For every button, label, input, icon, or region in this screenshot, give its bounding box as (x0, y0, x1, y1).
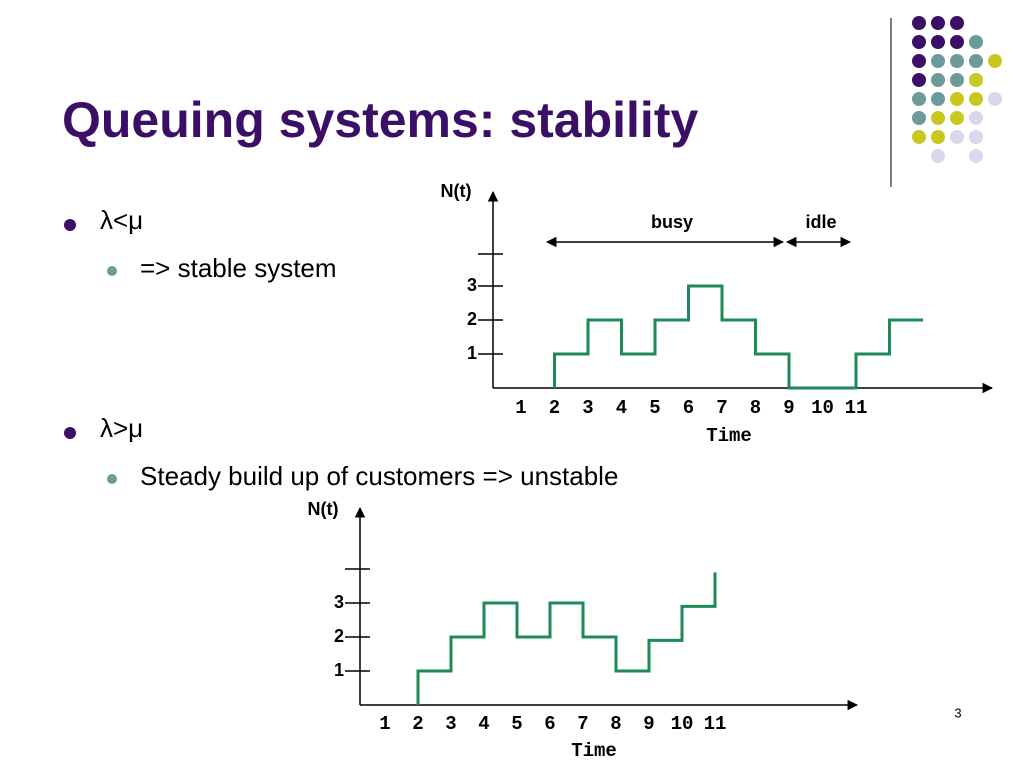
y-tick-label: 2 (467, 309, 477, 329)
dot (912, 35, 926, 49)
bullet: λ<μ (100, 205, 143, 235)
dot (931, 54, 945, 68)
step-line (553, 284, 923, 390)
dot (931, 16, 945, 30)
dot (969, 149, 983, 163)
annotation: busy (651, 212, 693, 232)
y-tick-label: 1 (467, 343, 477, 363)
dot (931, 130, 945, 144)
dot (912, 130, 926, 144)
dot (950, 54, 964, 68)
y-tick-label: 3 (467, 275, 477, 295)
x-axis-label: Time (706, 425, 752, 447)
dot (912, 92, 926, 106)
annotation: idle (805, 212, 836, 232)
x-tick-label: 2 (549, 397, 560, 419)
dot (950, 111, 964, 125)
x-tick-label: 10 (671, 713, 694, 735)
dot (950, 35, 964, 49)
dot (931, 73, 945, 87)
y-tick-label: 2 (334, 626, 344, 646)
dot (969, 54, 983, 68)
x-tick-label: 4 (616, 397, 627, 419)
dot (912, 73, 926, 87)
x-tick-label: 5 (511, 713, 522, 735)
x-tick-label: 11 (845, 397, 868, 419)
dot (950, 16, 964, 30)
y-axis-label: N(t) (308, 499, 339, 519)
dot (931, 149, 945, 163)
dot (969, 111, 983, 125)
dot (969, 73, 983, 87)
x-tick-label: 8 (610, 713, 621, 735)
x-tick-label: 9 (783, 397, 794, 419)
dot (912, 16, 926, 30)
dot (969, 130, 983, 144)
dot (931, 35, 945, 49)
dot (988, 92, 1002, 106)
bullet-dot (64, 219, 76, 231)
dot (931, 92, 945, 106)
x-tick-label: 7 (716, 397, 727, 419)
x-tick-label: 8 (750, 397, 761, 419)
y-tick-label: 3 (334, 592, 344, 612)
x-tick-label: 6 (683, 397, 694, 419)
x-tick-label: 4 (478, 713, 489, 735)
dot (969, 35, 983, 49)
decoration (890, 16, 1002, 187)
x-tick-label: 3 (445, 713, 456, 735)
x-tick-label: 1 (515, 397, 526, 419)
x-tick-label: 2 (412, 713, 423, 735)
x-tick-label: 9 (643, 713, 654, 735)
bullet-dot (107, 266, 117, 276)
dot (950, 130, 964, 144)
dot (950, 92, 964, 106)
dot (931, 111, 945, 125)
dot (912, 54, 926, 68)
sub-bullet: => stable system (140, 253, 337, 283)
x-tick-label: 1 (379, 713, 390, 735)
x-tick-label: 3 (582, 397, 593, 419)
page-number: 3 (954, 705, 961, 720)
dot (969, 92, 983, 106)
x-tick-label: 7 (577, 713, 588, 735)
slide-title: Queuing systems: stability (62, 92, 698, 148)
x-tick-label: 5 (649, 397, 660, 419)
dot (950, 73, 964, 87)
bullet-dot (64, 427, 76, 439)
x-tick-label: 6 (544, 713, 555, 735)
bullet-dot (107, 474, 117, 484)
dot (912, 111, 926, 125)
dot (988, 54, 1002, 68)
y-tick-label: 1 (334, 660, 344, 680)
x-tick-label: 11 (704, 713, 727, 735)
step-line (416, 572, 717, 705)
x-tick-label: 10 (811, 397, 834, 419)
sub-bullet: Steady build up of customers => unstable (140, 461, 618, 491)
bullet: λ>μ (100, 413, 143, 443)
x-axis-label: Time (571, 740, 617, 762)
y-axis-label: N(t) (441, 181, 472, 201)
